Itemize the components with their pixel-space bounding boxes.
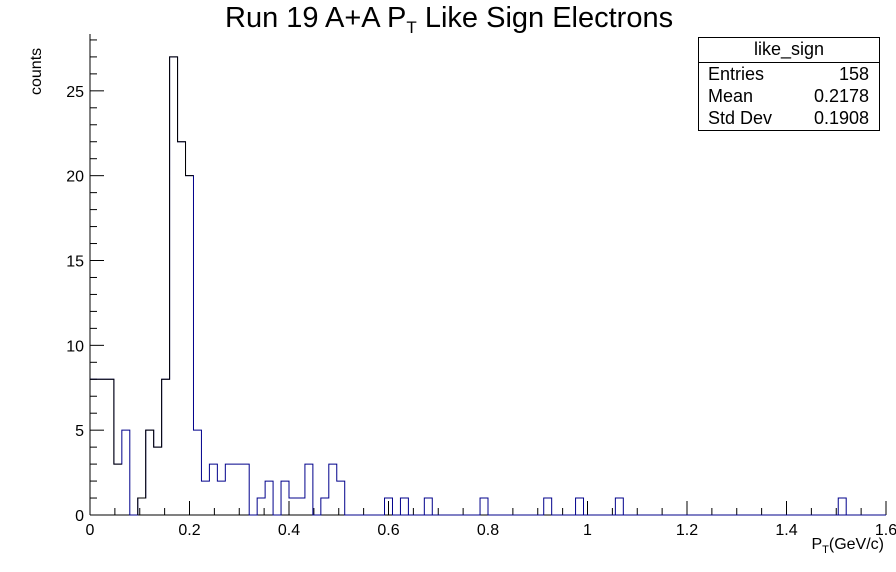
histogram-bin bbox=[305, 464, 313, 515]
stats-row-mean: Mean 0.2178 bbox=[708, 86, 869, 106]
histogram-bin bbox=[233, 464, 241, 515]
histogram-bin bbox=[178, 142, 186, 515]
histogram-overlay-outline bbox=[89, 378, 122, 515]
x-tick-label: 0.4 bbox=[278, 522, 300, 539]
y-tick-label: 20 bbox=[66, 169, 84, 186]
y-tick-label: 10 bbox=[66, 338, 84, 355]
histogram-peak-outline bbox=[137, 56, 194, 515]
x-tick-label: 0.6 bbox=[377, 522, 399, 539]
histogram-bin bbox=[289, 498, 297, 515]
histogram-bin bbox=[399, 497, 409, 515]
histogram-bin bbox=[321, 498, 329, 515]
histogram-bin bbox=[114, 464, 122, 515]
y-tick-label: 0 bbox=[75, 508, 84, 525]
x-tick-label: 1.4 bbox=[775, 522, 797, 539]
histogram-bin bbox=[480, 498, 488, 515]
histogram-bin bbox=[106, 379, 114, 515]
histogram-bin bbox=[154, 447, 162, 515]
stats-row-entries: Entries 158 bbox=[708, 64, 869, 84]
histogram-bin bbox=[281, 481, 289, 515]
histogram-bin bbox=[329, 464, 337, 515]
y-axis-label: counts bbox=[28, 47, 45, 95]
histogram-bin bbox=[225, 464, 233, 515]
x-axis-label: PT(GeV/c) bbox=[811, 536, 884, 556]
histogram-bin bbox=[170, 57, 178, 515]
stats-box: like_sign Entries 158 Mean 0.2178 Std Dev 0… bbox=[698, 37, 880, 131]
histogram-bin bbox=[138, 498, 146, 515]
x-tick-label: 0.2 bbox=[178, 522, 200, 539]
histogram-bin bbox=[544, 498, 552, 515]
x-tick-label: 1.2 bbox=[676, 522, 698, 539]
histogram-bin bbox=[146, 430, 154, 515]
histogram-bin bbox=[265, 481, 273, 515]
histogram-bin bbox=[575, 497, 585, 515]
histogram-bin bbox=[209, 464, 217, 515]
histogram-bin bbox=[241, 464, 249, 515]
histogram-bin bbox=[337, 481, 345, 515]
histogram-bin bbox=[122, 430, 130, 515]
histogram-bin bbox=[217, 481, 225, 515]
stats-row-stddev: Std Dev 0.1908 bbox=[708, 108, 869, 128]
stats-title: like_sign bbox=[699, 38, 879, 63]
x-tick-label: 0.8 bbox=[477, 522, 499, 539]
histogram-bin bbox=[837, 497, 847, 515]
histogram-series bbox=[89, 56, 886, 516]
histogram-bin bbox=[297, 498, 305, 515]
y-tick-label: 25 bbox=[66, 84, 84, 101]
histogram-bin bbox=[614, 497, 624, 515]
chart-title: Run 19 A+A PT Like Sign Electrons bbox=[225, 2, 674, 37]
x-tick-label: 0 bbox=[86, 522, 95, 539]
histogram-bin bbox=[98, 379, 106, 515]
axis-ticks: 0 0.2 0.4 0.6 0.8 1 1.2 1.4 1.6 0 5 10 15 20 25 bbox=[66, 39, 896, 539]
histogram-bin bbox=[162, 379, 170, 515]
y-tick-label: 15 bbox=[66, 254, 84, 271]
histogram-bin bbox=[193, 430, 201, 515]
y-tick-label: 5 bbox=[75, 423, 84, 440]
histogram-bin bbox=[201, 481, 209, 515]
x-tick-label: 1.6 bbox=[875, 522, 896, 539]
x-tick-label: 1 bbox=[583, 522, 592, 539]
histogram-bin bbox=[423, 497, 433, 515]
histogram-bin bbox=[186, 176, 194, 515]
